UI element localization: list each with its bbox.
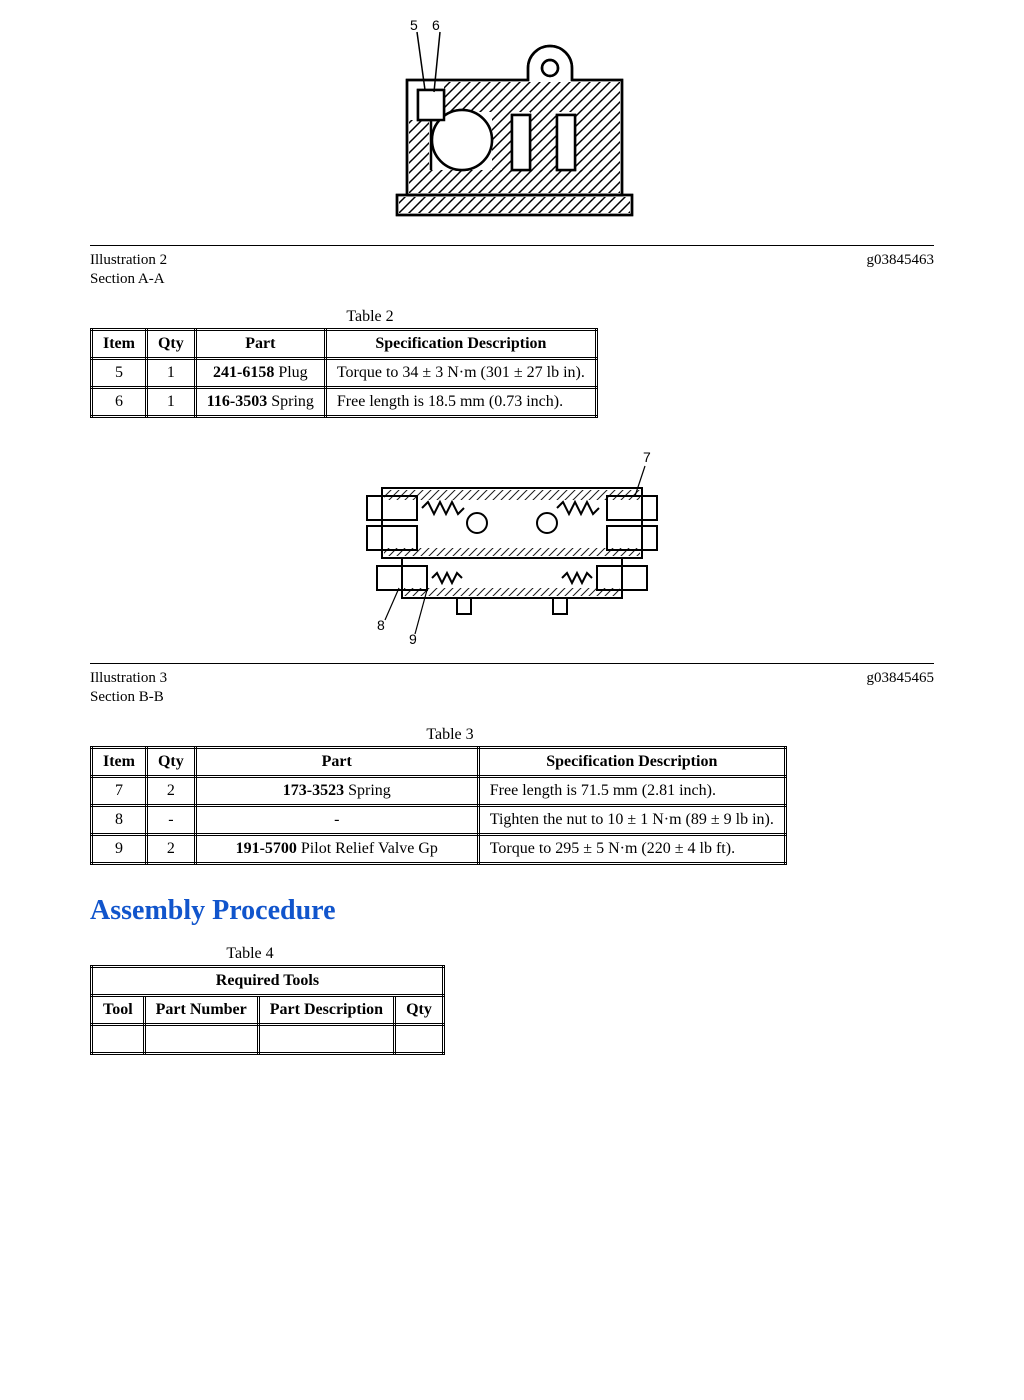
table-row (92, 1025, 444, 1054)
table-4-title: Required Tools (92, 967, 444, 996)
cell-item: 6 (92, 388, 147, 417)
cell-spec: Free length is 71.5 mm (2.81 inch). (478, 777, 785, 806)
table-3-caption: Table 3 (90, 726, 810, 744)
illustration-3-code: g03845465 (867, 670, 935, 687)
table-row: 5 1 241-6158 Plug Torque to 34 ± 3 N·m (… (92, 359, 597, 388)
divider (90, 663, 934, 664)
cell-spec: Torque to 295 ± 5 N·m (220 ± 4 lb ft). (478, 835, 785, 864)
illustration-2-section: Section A-A (90, 271, 934, 288)
divider (90, 245, 934, 246)
cell-part: 191-5700 Pilot Relief Valve Gp (195, 835, 478, 864)
illustration-2-svg: 5 6 (362, 20, 662, 230)
table-4-hdr-qty: Qty (395, 996, 444, 1025)
table-4-hdr-partnum: Part Number (144, 996, 258, 1025)
table-3-hdr-spec: Specification Description (478, 748, 785, 777)
callout-8: 8 (377, 617, 385, 633)
table-row: 9 2 191-5700 Pilot Relief Valve Gp Torqu… (92, 835, 786, 864)
table-row: 8 - - Tighten the nut to 10 ± 1 N·m (89 … (92, 806, 786, 835)
table-2-caption: Table 2 (90, 308, 650, 326)
illustration-3-section: Section B-B (90, 689, 934, 706)
table-2-hdr-part: Part (195, 330, 325, 359)
cell-qty: 2 (146, 777, 195, 806)
cell-spec: Free length is 18.5 mm (0.73 inch). (325, 388, 596, 417)
callout-9: 9 (409, 631, 417, 647)
illustration-3-label: Illustration 3 (90, 670, 167, 687)
cell-item: 5 (92, 359, 147, 388)
cell-part: - (195, 806, 478, 835)
illustration-3: 7 8 9 (90, 448, 934, 653)
table-row: 6 1 116-3503 Spring Free length is 18.5 … (92, 388, 597, 417)
cell-part: 173-3523 Spring (195, 777, 478, 806)
cell-item: 7 (92, 777, 147, 806)
cell (395, 1025, 444, 1054)
table-2-hdr-spec: Specification Description (325, 330, 596, 359)
table-3-hdr-qty: Qty (146, 748, 195, 777)
table-3-hdr-item: Item (92, 748, 147, 777)
assembly-procedure-heading: Assembly Procedure (90, 895, 934, 927)
illustration-2: 5 6 (90, 20, 934, 235)
table-3-hdr-part: Part (195, 748, 478, 777)
cell (258, 1025, 394, 1054)
callout-7: 7 (643, 449, 651, 465)
table-4-hdr-partdesc: Part Description (258, 996, 394, 1025)
illustration-2-code: g03845463 (867, 252, 935, 269)
callout-6: 6 (432, 20, 440, 33)
table-4-hdr-tool: Tool (92, 996, 145, 1025)
cell-part: 241-6158 Plug (195, 359, 325, 388)
table-3: Item Qty Part Specification Description … (90, 746, 787, 865)
table-2: Item Qty Part Specification Description … (90, 328, 598, 418)
table-row: 7 2 173-3523 Spring Free length is 71.5 … (92, 777, 786, 806)
cell-qty: - (146, 806, 195, 835)
cell-item: 9 (92, 835, 147, 864)
cell-qty: 1 (146, 388, 195, 417)
cell-spec: Torque to 34 ± 3 N·m (301 ± 27 lb in). (325, 359, 596, 388)
cell-qty: 2 (146, 835, 195, 864)
illustration-2-label: Illustration 2 (90, 252, 167, 269)
table-4: Required Tools Tool Part Number Part Des… (90, 965, 445, 1055)
cell-item: 8 (92, 806, 147, 835)
cell-spec: Tighten the nut to 10 ± 1 N·m (89 ± 9 lb… (478, 806, 785, 835)
callout-5: 5 (410, 20, 418, 33)
cell-qty: 1 (146, 359, 195, 388)
cell (144, 1025, 258, 1054)
cell-part: 116-3503 Spring (195, 388, 325, 417)
table-2-hdr-qty: Qty (146, 330, 195, 359)
table-2-hdr-item: Item (92, 330, 147, 359)
illustration-3-svg: 7 8 9 (337, 448, 687, 648)
table-4-caption: Table 4 (90, 945, 410, 963)
cell (92, 1025, 145, 1054)
